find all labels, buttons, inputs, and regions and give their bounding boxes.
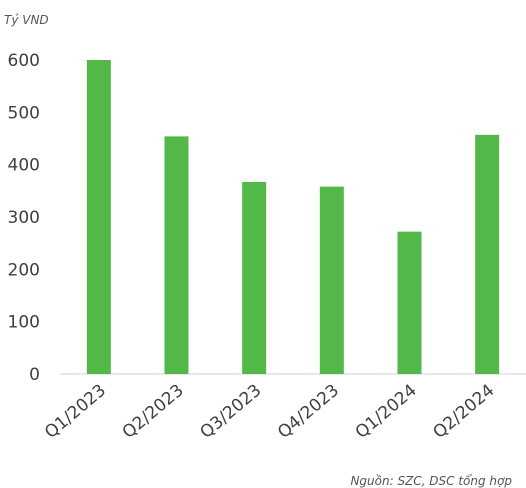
y-tick-label: 100 (8, 313, 40, 333)
bar (475, 134, 500, 374)
source-note: Nguồn: SZC, DSC tổng hợp (350, 474, 512, 488)
bar (242, 181, 267, 374)
y-axis-ticks: 0 100 200 300 400 500 600 (8, 51, 40, 385)
x-tick-label: Q2/2024 (429, 381, 498, 443)
x-tick-label: Q3/2023 (196, 381, 265, 443)
bar (86, 60, 111, 374)
y-tick-label: 400 (8, 156, 40, 176)
bar (164, 136, 189, 374)
x-axis-ticks: Q1/2023 Q2/2023 Q3/2023 Q4/2023 Q1/2024 Q2/20… (41, 381, 498, 443)
x-tick-label: Q1/2024 (352, 381, 421, 443)
x-tick-label: Q4/2023 (274, 381, 343, 443)
x-tick-label: Q1/2023 (41, 381, 110, 443)
y-tick-label: 500 (8, 103, 40, 123)
bars (86, 60, 500, 374)
unit-label: Tỷ VND (4, 13, 49, 27)
y-tick-label: 600 (8, 51, 40, 71)
x-tick-label: Q2/2023 (119, 381, 188, 443)
y-tick-label: 300 (8, 208, 40, 228)
y-tick-label: 0 (29, 365, 40, 385)
bar (319, 186, 344, 374)
bar (397, 231, 422, 374)
y-tick-label: 200 (8, 260, 40, 280)
